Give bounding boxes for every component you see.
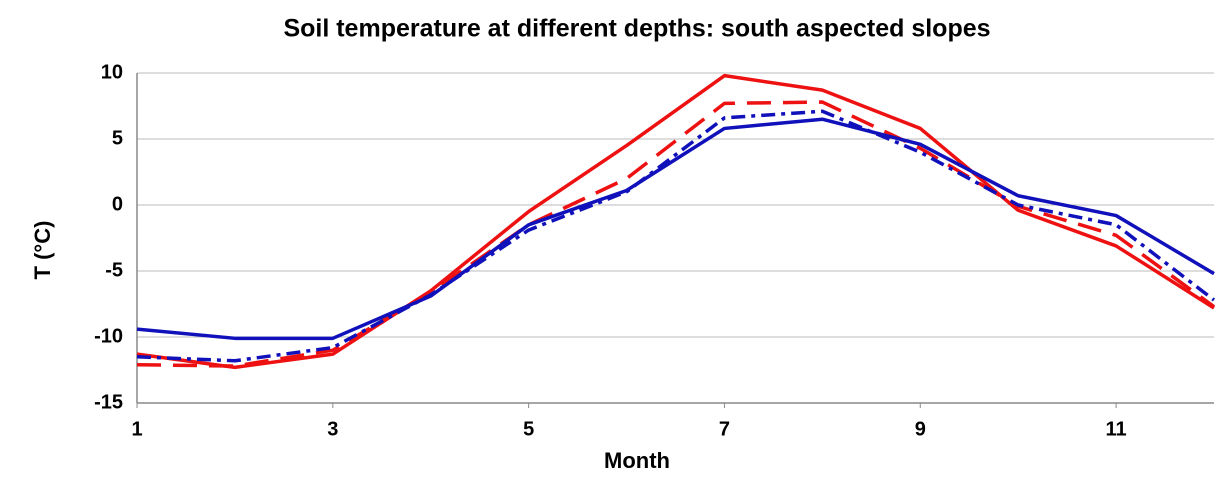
x-axis-label: Month [604,448,670,473]
y-tick-label: 5 [112,127,123,149]
y-tick-label: -15 [94,391,123,413]
line [136,109,1216,363]
x-tick-label: 5 [523,418,534,440]
line [136,100,1216,368]
x-tick-label: 7 [719,418,730,440]
x-tick-label: 9 [915,418,926,440]
y-tick-label: 10 [101,61,123,83]
x-tick-label: 11 [1106,418,1127,440]
line [136,117,1215,341]
y-tick-label: 0 [112,193,123,215]
x-tick-label: 1 [131,418,142,440]
line [136,73,1215,370]
y-axis-label: T (°C) [30,221,55,280]
y-tick-label: -10 [94,325,123,347]
chart-title: Soil temperature at different depths: so… [283,15,990,43]
x-tick-label: 3 [327,418,338,440]
y-tick-label: -5 [105,259,123,281]
